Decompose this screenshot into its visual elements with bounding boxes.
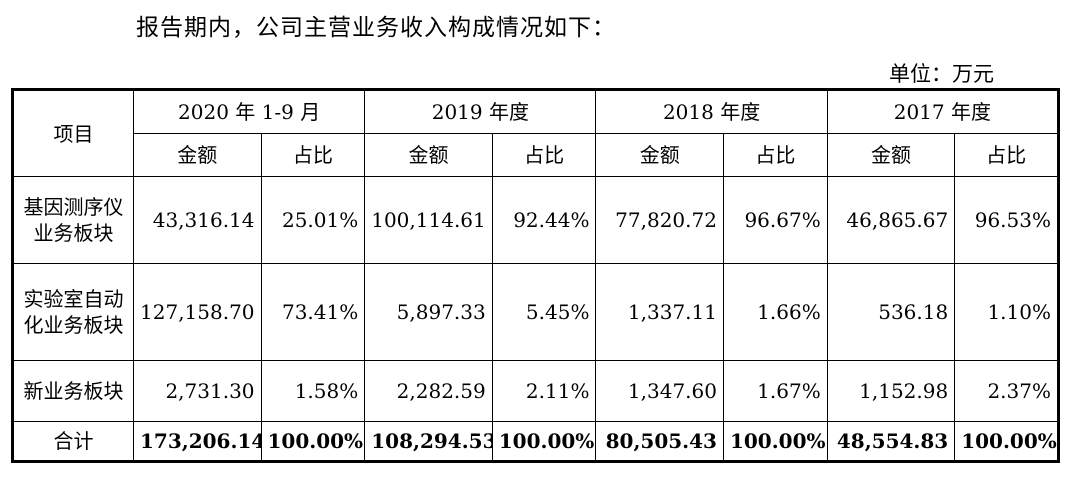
share-cell: 1.58% [260,360,366,422]
amount-cell: 100,114.61 [364,176,493,264]
share-cell: 92.44% [491,176,597,264]
total-share-cell: 100.00% [491,421,597,462]
amount-cell: 2,731.30 [133,360,262,422]
row-label: 实验室自动化业务板块 [11,263,135,361]
share-cell: 1.10% [954,263,1059,361]
item-column-header: 项目 [11,89,135,177]
unit-label: 单位：万元 [889,62,994,86]
total-share-cell: 100.00% [260,421,366,462]
table-row: 实验室自动化业务板块 127,158.70 73.41% 5,897.33 5.… [11,263,1059,361]
revenue-composition-table: 项目 2020 年 1-9 月 2019 年度 2018 年度 2017 年度 … [11,88,1060,463]
share-cell: 25.01% [260,176,366,264]
intro-text: 报告期内，公司主营业务收入构成情况如下： [136,15,616,41]
share-cell: 5.45% [491,263,597,361]
share-cell: 96.53% [954,176,1059,264]
total-amount-cell: 108,294.53 [364,421,493,462]
share-cell: 2.37% [954,360,1059,422]
year-header-2019: 2019 年度 [364,89,597,134]
year-header-2020: 2020 年 1-9 月 [133,89,366,134]
total-row: 合计 173,206.14 100.00% 108,294.53 100.00%… [11,421,1059,462]
year-header-2018: 2018 年度 [595,89,828,134]
amount-cell: 536.18 [826,263,956,361]
share-cell: 1.67% [722,360,828,422]
total-amount-cell: 173,206.14 [133,421,262,462]
share-cell: 1.66% [722,263,828,361]
amount-header: 金额 [133,133,262,177]
amount-cell: 1,347.60 [595,360,724,422]
total-label: 合计 [11,421,135,462]
amount-cell: 1,152.98 [826,360,956,422]
table-row: 新业务板块 2,731.30 1.58% 2,282.59 2.11% 1,34… [11,360,1059,422]
amount-header: 金额 [364,133,493,177]
amount-cell: 1,337.11 [595,263,724,361]
amount-header: 金额 [826,133,956,177]
total-share-cell: 100.00% [722,421,828,462]
share-header: 占比 [722,133,828,177]
total-amount-cell: 80,505.43 [595,421,724,462]
share-cell: 2.11% [491,360,597,422]
amount-cell: 77,820.72 [595,176,724,264]
total-amount-cell: 48,554.83 [826,421,956,462]
share-cell: 96.67% [722,176,828,264]
amount-header: 金额 [595,133,724,177]
amount-cell: 5,897.33 [364,263,493,361]
share-cell: 73.41% [260,263,366,361]
amount-cell: 46,865.67 [826,176,956,264]
share-header: 占比 [491,133,597,177]
total-share-cell: 100.00% [954,421,1059,462]
amount-cell: 127,158.70 [133,263,262,361]
table-row: 基因测序仪业务板块 43,316.14 25.01% 100,114.61 92… [11,176,1059,264]
row-label: 基因测序仪业务板块 [11,176,135,264]
year-header-2017: 2017 年度 [826,89,1060,134]
share-header: 占比 [260,133,366,177]
share-header: 占比 [954,133,1059,177]
amount-cell: 2,282.59 [364,360,493,422]
amount-cell: 43,316.14 [133,176,262,264]
row-label: 新业务板块 [11,360,135,422]
